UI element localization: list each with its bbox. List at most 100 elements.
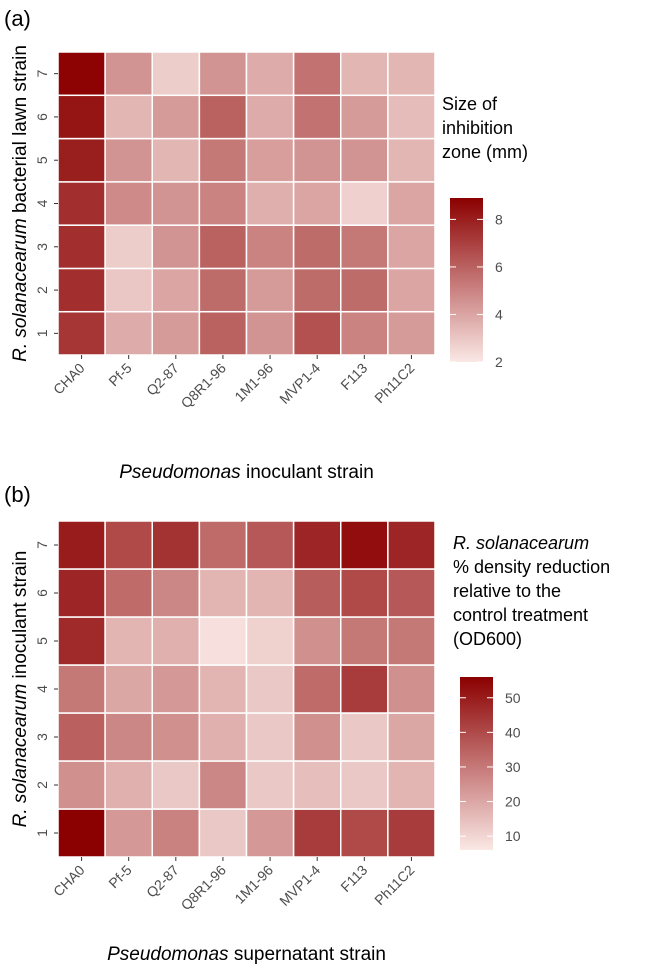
heatmap-cell	[340, 137, 389, 183]
heatmap-cell	[292, 520, 342, 570]
x-tick-label: 1M1-96	[231, 862, 276, 907]
heatmap-cell	[57, 224, 106, 270]
x-tick-label: MVP1-4	[276, 862, 323, 909]
heatmap-cell	[340, 51, 389, 97]
x-tick-label: F113	[337, 360, 370, 393]
heatmap-cell	[57, 808, 106, 858]
legend-title: inhibition	[442, 118, 513, 138]
colorbar-tick-label: 50	[505, 690, 521, 706]
heatmap-cell	[292, 224, 342, 270]
x-axis-label-part: Pseudomonas	[107, 944, 229, 965]
heatmap-cell	[198, 616, 248, 666]
heatmap-cell	[57, 520, 106, 570]
x-tick-label: Pf-5	[105, 360, 135, 390]
heatmap-cell	[57, 712, 106, 762]
heatmap-cell	[104, 181, 153, 226]
heatmap-cell	[245, 94, 295, 140]
heatmap-cell	[292, 616, 342, 666]
y-tick-label: 4	[34, 199, 50, 207]
heatmap-cell	[340, 568, 389, 618]
heatmap-cell	[104, 664, 153, 714]
heatmap-cell	[292, 181, 342, 226]
y-tick-label: 7	[34, 70, 50, 78]
y-axis-label: R. solanacearum inoculant strain	[10, 551, 31, 828]
heatmap-cell	[292, 51, 342, 97]
heatmap-cell	[104, 520, 153, 570]
colorbar-tick-label: 4	[495, 306, 503, 322]
heatmap-cell	[340, 224, 389, 270]
heatmap-cell	[151, 760, 201, 810]
y-tick-label: 1	[34, 329, 50, 337]
y-tick-label: 2	[34, 781, 50, 789]
heatmap-cell	[104, 616, 153, 666]
x-tick-label: Ph11C2	[371, 360, 418, 407]
heatmap-cell	[57, 181, 106, 226]
x-tick-label: 1M1-96	[231, 360, 276, 405]
y-tick-label: 6	[34, 589, 50, 597]
heatmap-cell	[292, 310, 342, 356]
y-tick-label: 6	[34, 113, 50, 121]
heatmap-cell	[151, 137, 201, 183]
heatmap-cell	[387, 137, 436, 183]
heatmap-cell	[292, 664, 342, 714]
heatmap-cell	[198, 51, 248, 97]
panel-label: (b)	[4, 482, 31, 507]
heatmap-cell	[245, 616, 295, 666]
heatmap-cell	[292, 94, 342, 140]
heatmap-cell	[57, 568, 106, 618]
y-tick-label: 3	[34, 243, 50, 251]
heatmap-cell	[387, 616, 436, 666]
heatmap-cell	[387, 808, 436, 858]
heatmap-cell	[198, 181, 248, 226]
legend-title: control treatment	[453, 605, 588, 625]
heatmap-cell	[104, 310, 153, 356]
heatmap-cell	[245, 310, 295, 356]
heatmap-cell	[340, 616, 389, 666]
y-tick-label: 3	[34, 733, 50, 741]
colorbar	[460, 677, 493, 850]
x-axis-label: Pseudomonas inoculant strain	[119, 462, 374, 483]
heatmap-cell	[151, 520, 201, 570]
y-axis-label: R. solanacearum bacterial lawn strain	[10, 45, 31, 362]
heatmap-cell	[340, 310, 389, 356]
heatmap-cell	[57, 137, 106, 183]
heatmap-cell	[104, 267, 153, 313]
heatmap-cell	[57, 760, 106, 810]
heatmap-cell	[151, 310, 201, 356]
heatmap-cell	[387, 94, 436, 140]
heatmap-cell	[387, 224, 436, 270]
heatmap-cell	[387, 664, 436, 714]
heatmap-cell	[198, 520, 248, 570]
heatmap-cell	[57, 310, 106, 356]
heatmap-cell	[245, 267, 295, 313]
heatmap-cell	[57, 51, 106, 97]
heatmap-cell	[245, 224, 295, 270]
legend-title: Size of	[442, 94, 498, 114]
heatmap-cell	[198, 137, 248, 183]
heatmap-cell	[151, 616, 201, 666]
x-tick-label: CHA0	[50, 862, 88, 900]
x-tick-label: MVP1-4	[276, 360, 323, 407]
y-axis-label-part: inoculant strain	[10, 551, 31, 684]
x-tick-label: Pf-5	[105, 862, 135, 892]
heatmap-cell	[151, 568, 201, 618]
heatmap-cell	[340, 520, 389, 570]
heatmap-cell	[198, 94, 248, 140]
heatmap-cell	[292, 137, 342, 183]
heatmap-cell	[340, 664, 389, 714]
y-tick-label: 1	[34, 829, 50, 837]
heatmap-cell	[340, 712, 389, 762]
x-tick-label: CHA0	[50, 360, 88, 398]
heatmap-cell	[245, 520, 295, 570]
heatmap-cell	[387, 568, 436, 618]
x-axis-label-part: inoculant strain	[241, 462, 374, 483]
heatmap-cell	[151, 712, 201, 762]
y-axis-label-part: bacterial lawn strain	[10, 45, 31, 218]
heatmap-cell	[292, 808, 342, 858]
heatmap-cell	[245, 808, 295, 858]
heatmap-cell	[104, 137, 153, 183]
y-axis-label-part: R. solanacearum	[10, 218, 31, 362]
y-tick-label: 2	[34, 286, 50, 294]
heatmap-cell	[292, 760, 342, 810]
